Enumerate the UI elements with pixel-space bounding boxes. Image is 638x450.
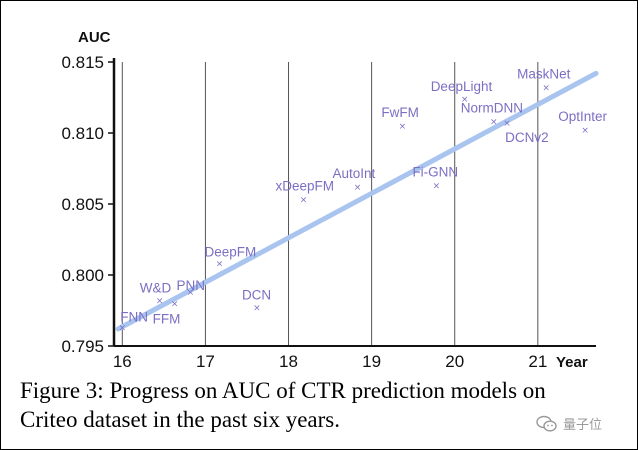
point-label: Fi-GNN [412,165,458,180]
x-tick-label: 18 [279,352,298,371]
axes [112,58,596,347]
vertical-gridlines [121,62,539,346]
point-fwfm: × FwFM [381,105,419,132]
point-marker: × [187,288,195,298]
point-masknet: × MaskNet [517,67,571,94]
point-label: DeepLight [431,79,493,94]
trend-line [115,70,599,332]
point-normdnn: × NormDNN [461,101,523,128]
point-xdeepfm: × xDeepFM [275,179,334,206]
y-tick-label: 0.800 [61,266,104,285]
point-w-d: ×W&D [140,281,172,307]
point-marker: × [354,183,362,193]
point-label: FFM [153,311,181,326]
point-deeplight: ×DeepLight [431,79,493,105]
watermark: 量子位 [536,414,602,433]
y-tick-label: 0.810 [61,124,104,143]
x-tick-label: 17 [196,352,215,371]
point-marker: × [542,84,550,94]
y-axis-title: AUC [78,29,111,46]
point-fnn: ×FNN [119,310,149,334]
point-autoint: × AutoInt [332,166,375,193]
point-marker: × [253,304,261,314]
figure-caption: Figure 3: Progress on AUC of CTR predict… [20,376,632,434]
point-marker: × [216,260,224,270]
point-label: DeepFM [205,245,257,260]
data-points: ×FNN×W&D×FFM×PNN×DeepFM×DCN×xDeepFM ×Auto… [119,67,608,334]
tick-labels: 0.795 0.800 0.805 0.810 0.815 16 17 18 19 20 21 [61,53,547,371]
point-dcn: ×DCN [242,288,271,314]
point-label: FwFM [381,105,419,120]
point-marker: × [433,182,441,192]
point-label: AutoInt [332,166,375,181]
y-tick-label: 0.795 [61,337,104,356]
point-label: W&D [140,281,172,296]
caption-line-2: Criteo dataset in the past six years. [20,407,341,432]
point-fi-gnn: × Fi-GNN [412,165,458,192]
point-label: xDeepFM [275,179,334,194]
trend-line-group [115,70,599,332]
x-tick-label: 16 [113,352,132,371]
point-ffm: × FFM [153,299,181,326]
point-label: NormDNN [461,101,523,116]
point-marker: × [300,196,308,206]
x-tick-label: 21 [528,352,547,371]
watermark-text: 量子位 [563,418,603,433]
point-label: PNN [176,278,205,293]
point-marker: × [171,299,179,309]
point-deepfm: ×DeepFM [205,245,257,270]
point-label: DCN [242,288,271,303]
point-marker: × [490,118,498,128]
point-marker: × [399,122,407,132]
y-tick-label: 0.805 [61,195,104,214]
point-label: OptInter [558,109,607,124]
x-axis-title: Year [556,354,588,371]
point-marker: × [156,297,164,307]
caption-line-1: Figure 3: Progress on AUC of CTR predict… [20,378,546,403]
point-marker: × [581,126,589,136]
y-tick-label: 0.815 [61,53,104,72]
point-dcnv2: ×DCNv2 [503,119,548,145]
point-pnn: ×PNN [176,278,205,298]
point-marker: × [503,119,511,129]
point-label: MaskNet [517,67,571,82]
x-tick-label: 19 [362,352,381,371]
point-label: FNN [120,310,148,325]
point-marker: × [461,95,469,105]
point-label: DCNv2 [505,130,549,145]
x-tick-label: 20 [445,352,464,371]
point-marker: × [119,324,127,334]
wechat-icon [536,415,557,432]
point-optinter: × OptInter [558,109,607,136]
